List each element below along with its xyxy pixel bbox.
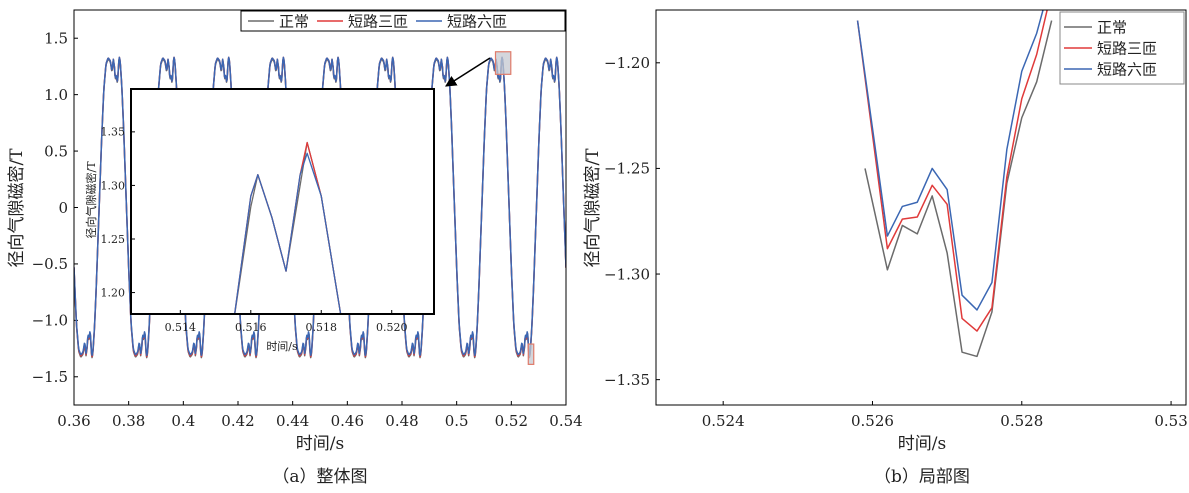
inset-xtick-label: 0.520 bbox=[376, 321, 408, 334]
overall-ylabel: 径向气隙磁密/T bbox=[7, 148, 27, 268]
local-ylabel: 径向气隙磁密/T bbox=[583, 148, 603, 268]
local-xtick-label: 0.53 bbox=[1154, 412, 1187, 430]
overall-ytick-label: 0 bbox=[58, 199, 68, 217]
inset-series bbox=[233, 141, 342, 314]
overall-plot-frame bbox=[73, 9, 567, 406]
legend-label: 短路三匝 bbox=[1097, 39, 1157, 57]
overall-ytick-label: −1.0 bbox=[32, 312, 68, 330]
inset-ytick-label: 1.25 bbox=[101, 233, 126, 246]
inset-xtick-label: 0.518 bbox=[306, 321, 338, 334]
local-xtick-label: 0.526 bbox=[851, 412, 894, 430]
overall-xtick-label: 0.38 bbox=[112, 412, 145, 430]
overall-ytick-label: 1.5 bbox=[44, 29, 68, 47]
local-ytick-label: −1.25 bbox=[604, 160, 650, 178]
overall-ytick-label: 0.5 bbox=[44, 142, 68, 160]
inset-xtick-label: 0.516 bbox=[235, 321, 267, 334]
overall-legend-box bbox=[240, 10, 566, 32]
local-plot-frame bbox=[655, 9, 1187, 406]
inset-ytick-label: 1.20 bbox=[101, 286, 126, 299]
local-series-line bbox=[856, 10, 1048, 332]
local-xtick-label: 0.524 bbox=[702, 412, 745, 430]
local-series-line bbox=[864, 20, 1053, 358]
local-ytick-label: −1.35 bbox=[604, 371, 650, 389]
local-xtick-label: 0.528 bbox=[1000, 412, 1043, 430]
legend-label: 正常 bbox=[279, 12, 309, 30]
inset-background bbox=[131, 89, 434, 314]
overall-xtick-label: 0.52 bbox=[495, 412, 528, 430]
overall-xtick-label: 0.46 bbox=[331, 412, 364, 430]
overall-ytick-label: −1.5 bbox=[32, 368, 68, 386]
inset-ylabel: 径向气隙磁密/T bbox=[84, 161, 98, 239]
panel-a-caption: （a）整体图 bbox=[272, 467, 367, 487]
inset-xlabel: 时间/s bbox=[266, 340, 298, 353]
overall-xtick-label: 0.44 bbox=[276, 412, 309, 430]
inset-ytick-label: 1.35 bbox=[101, 126, 126, 139]
overall-ytick-label: 1.0 bbox=[44, 86, 68, 104]
local-ytick-label: −1.20 bbox=[604, 54, 650, 72]
legend-label: 短路六匝 bbox=[1097, 60, 1157, 78]
legend-label: 短路六匝 bbox=[447, 12, 507, 30]
overall-panel: 0.36 0.38 0.4 0.42 0.44 0.46 0.48 0.5 0.52 0.54 −1… bbox=[7, 9, 583, 487]
overall-xtick-label: 0.4 bbox=[171, 412, 195, 430]
legend-label: 短路三匝 bbox=[348, 12, 408, 30]
local-xlabel: 时间/s bbox=[898, 434, 946, 454]
overall-ticks: 0.36 0.38 0.4 0.42 0.44 0.46 0.48 0.5 0.52 0.54 −1… bbox=[32, 29, 583, 430]
inset-ticks: 0.514 0.516 0.518 0.520 1.20 1.25 1.30 1.35 bbox=[101, 126, 408, 334]
local-ticks: 0.524 0.526 0.528 0.53 −1.35 −1.30 −1.25 −1.20 bbox=[604, 54, 1188, 430]
highlight-region bbox=[494, 51, 512, 75]
inset-ytick-label: 1.30 bbox=[101, 179, 126, 192]
overall-highlights bbox=[494, 51, 535, 365]
local-series-line bbox=[856, 10, 1044, 311]
inset-xtick-label: 0.514 bbox=[165, 321, 197, 334]
overall-xtick-label: 0.42 bbox=[221, 412, 254, 430]
legend-label: 正常 bbox=[1097, 18, 1127, 36]
panel-b-caption: （b）局部图 bbox=[874, 467, 970, 487]
inset-series-line bbox=[233, 152, 342, 314]
overall-xtick-label: 0.54 bbox=[549, 412, 582, 430]
overall-xtick-label: 0.48 bbox=[385, 412, 418, 430]
inset-chart: 0.514 0.516 0.518 0.520 1.20 1.25 1.30 1.35 时间/… bbox=[84, 88, 435, 353]
overall-ytick-label: −0.5 bbox=[32, 255, 68, 273]
overall-xtick-label: 0.36 bbox=[57, 412, 90, 430]
inset-frame bbox=[130, 88, 435, 315]
local-panel: 0.524 0.526 0.528 0.53−1.35−1.30−1.25−1.20 … bbox=[583, 9, 1188, 487]
local-series bbox=[856, 10, 1053, 358]
local-ytick-label: −1.30 bbox=[604, 265, 650, 283]
zoom-arrow bbox=[445, 57, 491, 87]
overall-legend: 正常 短路三匝 短路六匝 bbox=[240, 10, 566, 32]
highlight-region bbox=[527, 343, 535, 365]
overall-xtick-label: 0.5 bbox=[445, 412, 469, 430]
overall-xlabel: 时间/s bbox=[296, 434, 344, 454]
